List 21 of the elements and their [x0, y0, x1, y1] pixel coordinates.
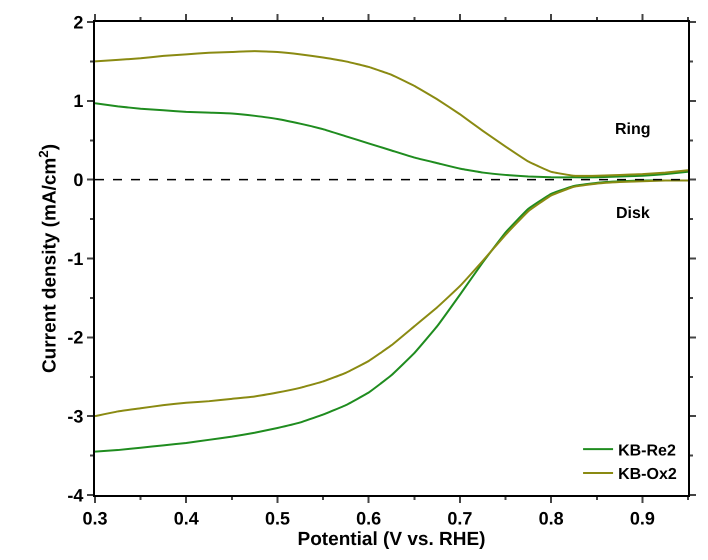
y-tick-label: -1	[67, 248, 84, 269]
x-tick-label: 0.4	[174, 508, 199, 529]
x-tick-label: 0.6	[356, 508, 382, 529]
y-tick-label: 0	[73, 170, 84, 190]
y-tick-label: 1	[73, 91, 84, 112]
y-tick-label: -4	[67, 485, 84, 506]
x-tick-label: 0.8	[538, 508, 564, 529]
y-tick-label: -2	[67, 328, 84, 348]
legend-label: KB-Ox2	[618, 466, 677, 484]
annotation: Ring	[615, 121, 651, 138]
x-tick-label: 0.9	[630, 508, 655, 529]
y-tick-label: -3	[67, 406, 84, 426]
x-tick-label: 0.3	[82, 508, 108, 529]
y-tick-label: 2	[73, 12, 84, 32]
x-tick-label: 0.5	[264, 508, 290, 529]
x-axis-title: Potential (V vs. RHE)	[298, 528, 486, 550]
x-tick-label: 0.7	[447, 508, 472, 529]
legend-label: KB-Re2	[618, 442, 676, 460]
line-series	[95, 102, 688, 178]
line-series	[95, 50, 688, 177]
annotation: Disk	[616, 205, 650, 222]
